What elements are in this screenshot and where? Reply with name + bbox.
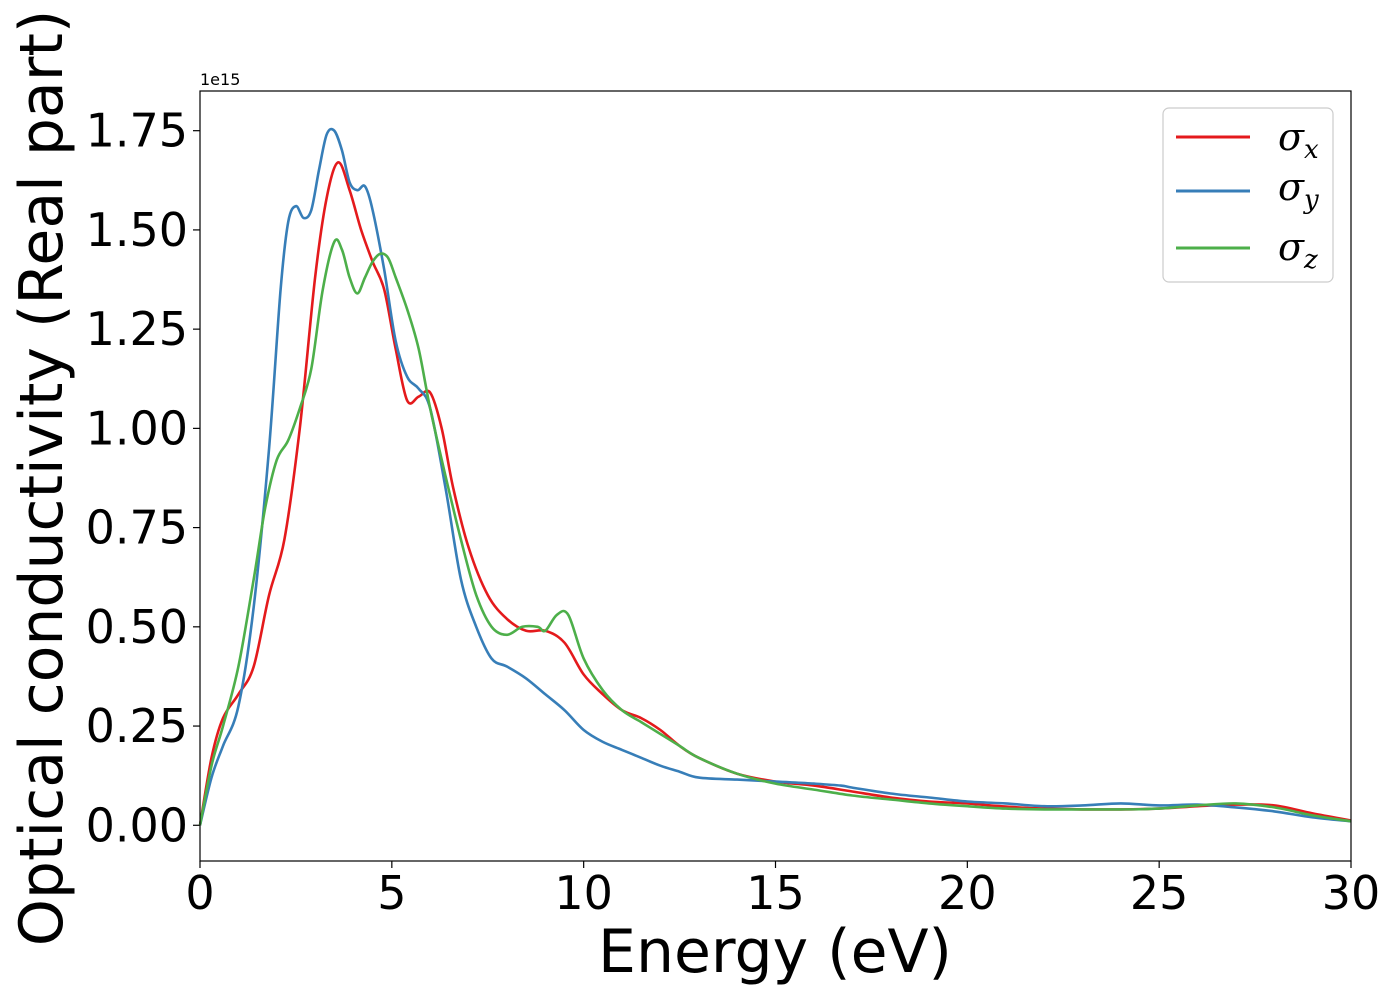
- y-tick-label: 1.25: [86, 302, 188, 356]
- y-tick-label: 0.25: [86, 699, 188, 753]
- x-tick-label: 30: [1322, 866, 1381, 920]
- x-tick-label: 20: [938, 866, 997, 920]
- legend-label-y: σy: [1278, 165, 1319, 215]
- x-axis-title: Energy (eV): [598, 917, 952, 987]
- series-line-sigma-y: [198, 127, 1352, 826]
- series-line-sigma-z: [198, 238, 1352, 826]
- y-tick-label: 1.75: [86, 104, 188, 158]
- y-tick-label: 0.50: [86, 600, 188, 654]
- legend-box: [1162, 107, 1334, 283]
- legend-label-z: σz: [1278, 225, 1318, 275]
- y-tick-label: 0.75: [86, 501, 188, 555]
- y-axis-title: Optical conductivity (Real part): [7, 10, 77, 947]
- x-tick-label: 5: [377, 866, 406, 920]
- x-tick-label: 15: [746, 866, 805, 920]
- series-line-sigma-x: [198, 161, 1352, 826]
- y-tick-label: 1.00: [86, 401, 188, 455]
- y-offset-label: 1e15: [200, 70, 240, 89]
- legend-label-x: σx: [1278, 115, 1319, 165]
- plot-frame: [199, 90, 1352, 862]
- series-lines: [198, 127, 1352, 826]
- legend: σx σy σz: [1162, 107, 1334, 283]
- y-tick-label: 1.50: [86, 203, 188, 257]
- x-tick-label: 25: [1130, 866, 1189, 920]
- y-tick-label: 0.00: [86, 798, 188, 852]
- x-tick-label: 0: [185, 866, 214, 920]
- axis-ticks: 0 5 10 15 20 25 30 0.00 0.25 0.50 0.75 1.00 1.25 1.50…: [86, 104, 1381, 920]
- x-tick-label: 10: [554, 866, 613, 920]
